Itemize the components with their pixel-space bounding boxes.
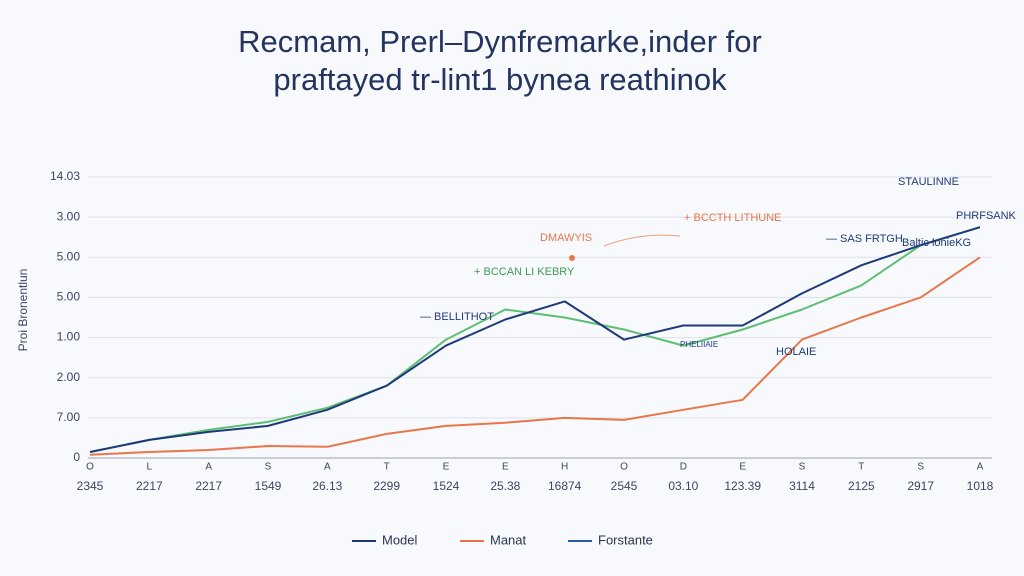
annotation: HOLAIE [776,346,816,358]
series-line [89,226,981,453]
x-tick-letter: H [561,462,568,473]
x-tick-label: 2217 [136,479,163,493]
x-tick-letter: O [86,462,94,473]
x-tick-letter: E [443,462,450,473]
y-tick-label: 7.00 [57,410,81,424]
y-tick-label: 14.03 [50,169,80,183]
chart-title: praftayed tr-lint1 bynea reathinok [273,62,727,97]
x-tick-label: 2299 [373,479,400,493]
x-tick-letter: S [917,462,924,473]
x-tick-label: 123.39 [724,479,761,493]
y-tick-label: 1.00 [57,330,81,344]
annotation-arrow [603,234,681,247]
annotation: DMAWYIS [540,232,592,244]
x-tick-letter: S [265,462,272,473]
x-tick-letter: E [502,462,509,473]
x-tick-label: 2345 [77,479,104,493]
x-tick-letter: O [620,462,628,473]
x-tick-label: 2917 [907,479,934,493]
series-line [89,226,981,453]
y-tick-label: 5.00 [57,290,81,304]
x-tick-letter: A [977,462,984,473]
annotation: PHELIIAIE [680,340,718,349]
y-tick-label: 5.00 [57,249,81,263]
x-tick-label: 03.10 [668,479,698,493]
x-tick-letter: E [739,462,746,473]
x-tick-letter: L [147,462,153,473]
x-tick-letter: T [858,462,864,473]
legend-label: Model [382,532,418,547]
x-tick-label: 2217 [195,479,222,493]
series-line [89,256,981,456]
annotation: Baltic lonieKG [902,237,971,249]
annotation: — SAS FRTGH [826,233,903,245]
y-tick-label: 2.00 [57,370,81,384]
x-tick-label: 25.38 [490,479,520,493]
x-tick-label: 3114 [789,479,815,493]
x-tick-label: 26.13 [312,479,342,493]
y-tick-label: 0 [73,450,80,464]
annotation: STAULINNE [898,176,959,188]
x-tick-letter: A [205,462,212,473]
x-tick-letter: S [799,462,806,473]
x-tick-label: 1549 [255,479,282,493]
x-tick-label: 1018 [967,479,994,493]
legend-label: Manat [490,532,527,547]
x-tick-label: 2125 [848,479,875,493]
x-tick-label: 16874 [548,479,582,493]
chart-title: Recmam, Prerl–Dynfremarke,inder for [238,24,762,59]
x-tick-label: 1524 [433,479,460,493]
annotation: + BCCAN LI KEBRY [474,266,575,278]
legend-label: Forstante [598,532,653,547]
y-axis-label: Proi Bronentlun [16,269,30,352]
annotation-dot [569,255,575,261]
annotation: + BCCTH LITHUNE [684,212,782,224]
x-tick-label: 2545 [611,479,638,493]
x-tick-letter: T [384,462,390,473]
y-tick-label: 3.00 [57,209,81,223]
x-tick-letter: A [324,462,331,473]
x-tick-letter: D [680,462,687,473]
annotation: — BELLITHOT [420,311,494,323]
annotation: PHRFSANK [956,210,1017,222]
